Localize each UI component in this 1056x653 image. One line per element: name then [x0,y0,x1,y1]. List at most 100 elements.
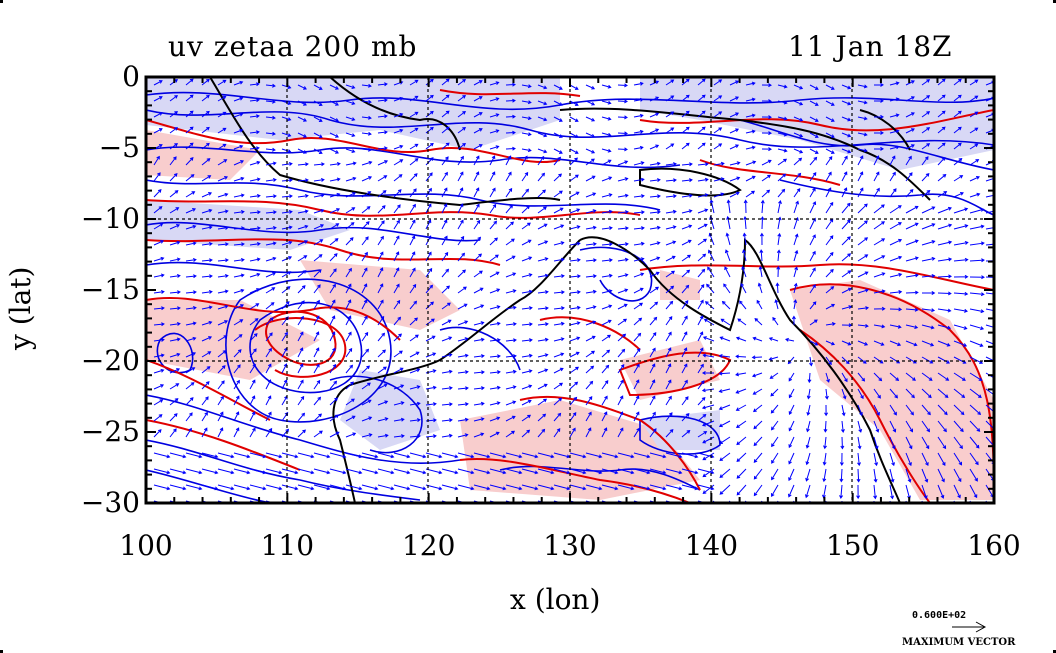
wind-arrow [441,336,453,342]
wind-arrow [665,452,683,459]
wind-arrow [825,84,835,90]
wind-arrow [265,272,277,278]
wind-arrow [489,385,501,390]
wind-arrow [937,110,946,118]
wind-arrow [265,147,276,152]
wind-arrow [425,110,434,118]
wind-arrow [969,436,980,449]
wind-arrow [393,299,401,310]
wind-arrow [665,316,673,326]
wind-arrow [921,223,936,230]
wind-arrow [953,257,969,262]
wind-arrow [361,160,373,166]
wind-arrow [185,427,192,438]
wind-arrow [361,348,370,358]
wind-arrow [569,100,579,106]
wind-arrow [425,301,434,310]
wind-arrow [617,99,628,104]
wind-arrow [201,208,213,214]
wind-arrow [201,258,213,263]
wind-arrow [788,388,795,399]
wind-arrow [441,418,453,423]
wind-arrow [665,111,675,118]
wind-arrow [713,143,723,150]
wind-arrow [873,146,884,151]
wind-arrow [601,364,610,374]
wind-arrow [233,427,240,438]
wind-arrow [217,242,229,247]
wind-arrow [201,225,213,230]
wind-arrow [409,188,417,198]
wind-arrow [233,273,245,278]
wind-arrow [441,319,452,326]
wind-arrow [585,84,596,90]
wind-arrow [297,148,307,154]
wind-arrow [233,80,244,86]
wind-arrow [937,257,953,262]
wind-arrow [969,292,985,297]
wind-arrow [809,132,819,138]
wind-arrow [697,315,704,326]
wind-arrow [217,95,227,102]
wind-arrow [441,302,451,310]
wind-arrow [719,468,731,478]
wind-arrow [153,96,163,102]
wind-arrow [521,484,539,491]
wind-arrow [265,484,283,491]
wind-arrow [793,249,799,262]
wind-arrow [702,353,715,358]
wind-arrow [905,388,915,399]
wind-arrow [633,363,640,374]
wind-arrow [569,412,577,422]
wind-arrow [201,320,213,326]
wind-arrow [953,94,962,102]
wind-arrow [889,324,902,329]
wind-arrow [969,420,981,432]
wind-arrow [569,305,581,310]
wind-arrow [169,398,179,406]
wind-arrow [153,414,163,422]
wind-arrow [649,178,661,183]
wind-arrow [393,96,404,102]
wind-arrow [937,126,946,134]
wind-arrow [345,398,355,406]
wind-arrow [788,420,795,432]
wind-arrow [505,452,523,459]
wind-arrow [937,274,953,279]
wind-arrow [457,187,464,198]
wind-arrow [649,210,661,215]
wind-arrow [153,289,165,294]
wind-arrow [649,347,656,358]
wind-arrow [473,171,480,182]
wind-arrow [489,171,496,182]
wind-arrow [617,257,629,262]
wind-arrow [281,452,299,459]
wind-arrow [649,286,660,294]
wind-arrow [281,116,292,121]
wind-arrow [521,239,532,246]
wind-arrow [489,484,507,491]
wind-arrow [489,354,501,359]
wind-vectors [153,78,994,503]
wind-arrow [617,395,624,406]
wind-arrow [745,97,756,102]
wind-arrow [889,205,902,214]
wind-arrow [553,84,563,90]
wind-arrow [441,353,453,358]
wind-arrow [617,193,629,198]
wind-arrow [969,192,981,198]
wind-arrow [665,412,673,422]
wind-arrow [569,290,581,295]
wind-arrow [457,433,469,438]
wind-arrow [921,468,929,483]
wind-arrow [758,265,763,278]
wind-arrow [313,162,325,167]
wind-arrow [617,226,629,231]
wind-arrow [771,420,779,431]
wind-arrow [553,148,563,154]
wind-arrow [169,240,181,246]
wind-arrow [297,240,309,246]
wind-arrow [809,172,817,182]
wind-arrow [921,291,936,296]
wind-arrow [633,395,640,406]
